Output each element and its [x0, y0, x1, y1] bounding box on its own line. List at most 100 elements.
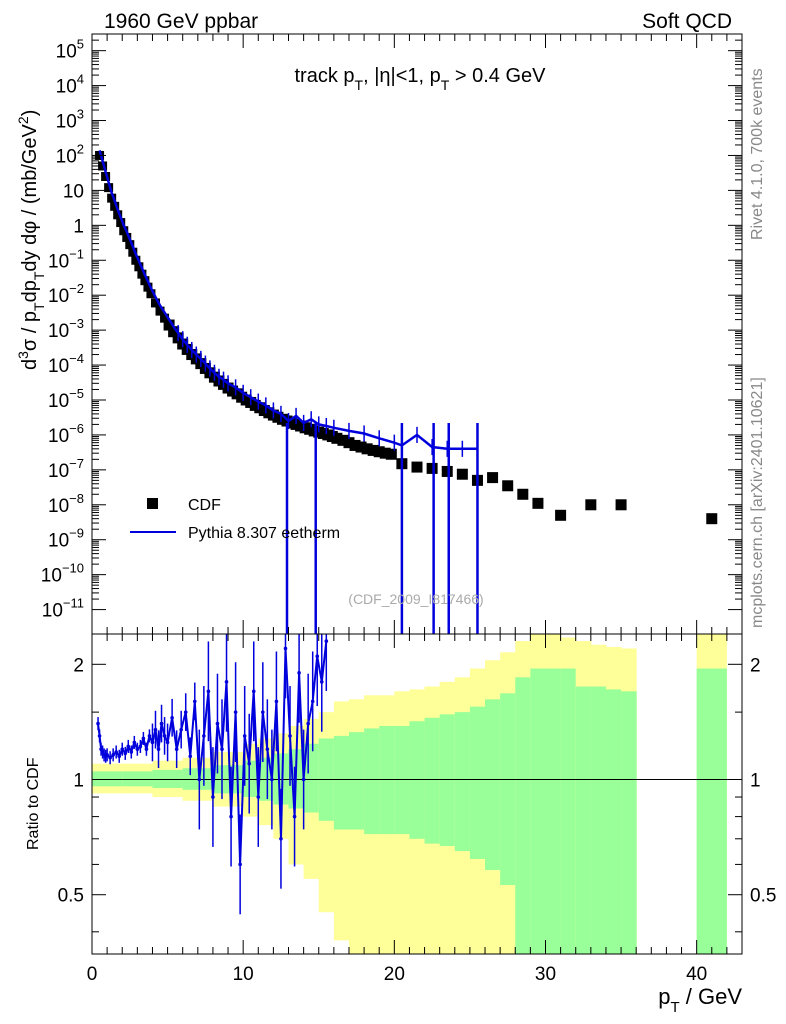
inner-band-tail — [696, 668, 727, 954]
mc-curve — [98, 150, 479, 634]
ratio-point — [233, 710, 238, 714]
ratio-point — [138, 744, 143, 749]
ratio-point — [229, 814, 233, 819]
inner-band-segment — [379, 725, 395, 835]
ratio-point — [211, 795, 215, 799]
ratio-point — [108, 755, 112, 760]
ratio-point — [147, 734, 152, 738]
ratio-x-tick-label: 20 — [384, 964, 405, 985]
legend-cdf-marker — [147, 498, 158, 509]
cdf-point — [487, 472, 499, 484]
ratio-x-tick-label: 40 — [686, 964, 707, 985]
ratio-ticks: 0.5 0.51 12 20 10 20 30 40 — [58, 634, 776, 985]
ratio-point — [123, 751, 128, 756]
ratio-point — [256, 795, 261, 799]
ratio-point — [238, 862, 242, 867]
inner-band-segment — [515, 677, 531, 954]
inner-band-segment — [500, 693, 516, 886]
ratio-point — [215, 721, 220, 726]
cdf-point — [379, 447, 391, 459]
inner-band-segment — [439, 714, 456, 847]
ratio-point — [162, 734, 167, 738]
ratio-point — [206, 689, 211, 694]
mc-line — [98, 150, 478, 451]
cdf-point — [426, 462, 438, 474]
y-axis-label: d3σ / pTdpTdy dφ / (mb/GeV2) — [15, 110, 47, 370]
ratio-y-tick-label: 0.5 — [58, 886, 84, 907]
cdf-point — [361, 443, 373, 455]
cdf-point — [122, 232, 132, 242]
cdf-point — [113, 210, 123, 220]
cdf-point — [140, 276, 150, 286]
cdf-point — [532, 497, 544, 509]
ratio-point — [301, 777, 306, 782]
cdf-point — [163, 319, 175, 331]
inner-band-segment — [485, 699, 501, 871]
ratio-point — [105, 753, 109, 757]
ratio-point — [324, 639, 329, 643]
main-y-tick-label: 10−11 — [42, 596, 84, 622]
ratio-point — [153, 727, 158, 732]
cdf-point — [119, 226, 129, 236]
main-y-tick-label: 102 — [56, 141, 84, 167]
ratio-point — [224, 680, 229, 684]
ratio-point — [96, 721, 100, 726]
cdf-point — [98, 161, 108, 171]
rivet-label: Rivet 4.1.0, 700k events — [749, 68, 766, 240]
ratio-point — [288, 734, 292, 738]
main-frame — [91, 33, 743, 635]
inner-band-segment — [454, 712, 471, 852]
inner-band-segment — [560, 668, 577, 954]
inner-band-segment — [364, 728, 380, 835]
ratio-point — [159, 721, 164, 726]
main-y-tick-label: 10−5 — [48, 386, 84, 412]
cdf-point — [150, 298, 160, 308]
cdf-point — [110, 201, 120, 211]
ratio-y-tick-label-right: 0.5 — [750, 886, 776, 907]
cdf-point — [385, 448, 397, 460]
inner-band-segment — [530, 668, 546, 954]
ratio-y-tick-label-right: 1 — [750, 771, 761, 792]
main-y-tick-label: 10−6 — [48, 421, 84, 447]
main-y-tick-label: 105 — [56, 37, 84, 63]
ratio-y-tick-label: 1 — [73, 771, 84, 792]
inner-band-segment — [590, 686, 607, 954]
ratio-point — [306, 721, 310, 726]
cdf-point — [116, 218, 126, 228]
inner-band-segment — [92, 771, 123, 787]
cdf-point — [343, 437, 355, 449]
ratio-point — [310, 699, 315, 704]
inner-band-segment — [333, 735, 350, 830]
ratio-point — [251, 689, 256, 694]
ratio-point — [297, 671, 301, 675]
inner-band-segment — [545, 668, 562, 954]
cdf-point — [517, 488, 529, 500]
inner-band-segment — [273, 753, 290, 805]
ratio-frame — [91, 633, 743, 955]
cdf-point — [104, 183, 114, 193]
x-axis-label: pT / GeV — [658, 984, 742, 1016]
cdf-point — [128, 247, 138, 257]
cdf-point — [134, 262, 144, 272]
main-y-tick-label: 1 — [73, 216, 84, 237]
ratio-point — [111, 753, 115, 757]
cdf-point — [160, 313, 170, 323]
ratio-point — [144, 747, 149, 752]
main-y-tick-label: 10−1 — [48, 246, 84, 272]
cdf-point — [615, 499, 627, 511]
ratio-point — [242, 734, 247, 738]
cdf-point — [706, 513, 718, 525]
ratio-point — [117, 754, 122, 759]
ratio-point — [265, 747, 270, 752]
cdf-point — [441, 465, 453, 477]
cdf-point — [349, 439, 361, 451]
cdf-point — [585, 499, 597, 511]
ratio-panel: 0.5 0.51 12 20 10 20 30 40 Ratio to CDF pT / Ge… — [25, 633, 776, 1016]
inner-band-segment — [621, 691, 637, 954]
cdf-markers — [95, 150, 718, 525]
main-y-tick-label: 10−2 — [48, 281, 84, 307]
ratio-point — [135, 747, 140, 752]
ratio-point — [274, 699, 279, 704]
legend-cdf-label: CDF — [188, 497, 221, 514]
cdf-point — [107, 193, 117, 203]
